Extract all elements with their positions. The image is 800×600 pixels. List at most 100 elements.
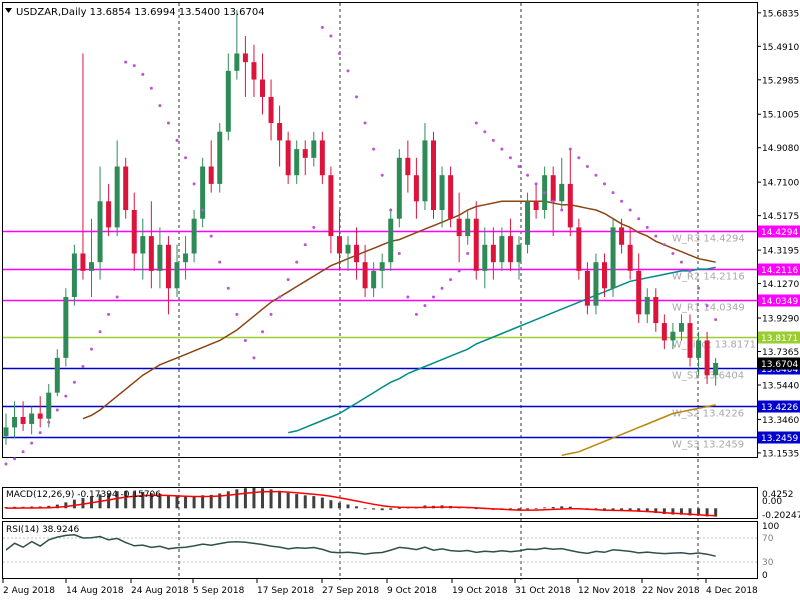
candle-body: [89, 262, 94, 271]
candle-body: [225, 70, 231, 132]
macd-bar: [72, 499, 76, 509]
level-tag-box: [758, 263, 800, 276]
level-label-w-r2: W_R2 14.2116: [672, 272, 745, 283]
level-tag-text: 13.8171: [761, 334, 798, 344]
candle-body: [678, 323, 684, 332]
psar-dot: [355, 95, 359, 99]
psar-dot: [166, 121, 170, 125]
macd-bar: [158, 493, 162, 509]
candle-body: [567, 183, 573, 228]
psar-dot: [397, 251, 401, 255]
psar-dot: [115, 295, 119, 299]
macd-bar: [380, 508, 384, 511]
macd-bar: [355, 506, 359, 509]
candle-body: [80, 253, 86, 271]
level-tag-box: [758, 431, 800, 444]
psar-dot: [320, 25, 324, 29]
macd-bar: [534, 508, 538, 510]
psar-dot: [679, 260, 683, 264]
macd-bar: [474, 508, 478, 510]
psar-dot: [389, 208, 393, 212]
psar-dot: [466, 251, 470, 255]
candle-body: [644, 296, 650, 315]
candle-body: [499, 236, 505, 263]
psar-dot: [363, 121, 367, 125]
price-panel: [2, 2, 758, 458]
chart-title: USDZAR,Daily 13.6854 13.6994 13.5400 13.…: [16, 7, 265, 18]
level-label-w-pivot: W_Pivot 13.8171: [672, 340, 756, 351]
psar-dot: [697, 286, 701, 290]
psar-dot: [226, 286, 230, 290]
psar-dot: [414, 312, 418, 316]
candle-body: [183, 253, 189, 263]
psar-dot: [406, 295, 410, 299]
psar-dot: [346, 69, 350, 73]
macd-bar: [184, 496, 188, 509]
macd-bar: [261, 488, 264, 509]
candle-body: [379, 262, 385, 271]
psar-dot: [81, 365, 85, 369]
psar-dot: [90, 347, 93, 351]
psar-dot: [38, 431, 42, 435]
psar-dot: [243, 338, 247, 342]
psar-dot: [432, 295, 435, 299]
level-tag-text: 13.6404: [761, 365, 798, 375]
psar-dot: [543, 191, 547, 195]
candle-body: [525, 201, 531, 245]
psar-dot: [654, 234, 658, 238]
candle-body: [456, 218, 462, 237]
psar-dot: [671, 251, 675, 255]
candle-body: [12, 416, 18, 428]
psar-dot: [209, 234, 213, 238]
date-label: 31 Oct 2018: [515, 586, 571, 596]
macd-bar: [346, 504, 350, 509]
macd-bar: [303, 495, 307, 509]
candle-body: [413, 175, 419, 202]
candle-body: [311, 140, 317, 158]
candle-body: [319, 140, 325, 176]
symbol-arrow-icon: [5, 8, 12, 13]
macd-bar: [714, 508, 718, 517]
macd-signal-line: [6, 490, 716, 517]
macd-bar: [679, 508, 683, 515]
candle-body: [431, 140, 436, 210]
macd-bar: [192, 496, 196, 509]
psar-dot: [662, 243, 666, 247]
macd-bar: [645, 508, 649, 513]
candle-body: [439, 175, 445, 210]
macd-bar: [81, 498, 85, 509]
psar-dot: [261, 330, 264, 334]
psar-dot: [218, 260, 222, 264]
macd-bar: [132, 491, 136, 509]
price-tick-label: 13.3460: [762, 416, 799, 426]
candle-body: [20, 416, 26, 424]
rsi-tick-100: 100: [762, 522, 779, 532]
date-label: 22 Nov 2018: [642, 586, 700, 596]
candle-body: [191, 218, 197, 254]
macd-bar: [64, 502, 68, 509]
level-tag-box: [758, 225, 800, 238]
candle-body: [345, 244, 351, 254]
psar-dot: [380, 173, 384, 177]
candle-body: [54, 357, 60, 393]
candle-body: [448, 175, 454, 219]
psar-dot: [269, 312, 273, 316]
candle-body: [584, 270, 590, 306]
psar-dot: [98, 330, 102, 334]
level-tag-box: [758, 331, 800, 344]
macd-bar: [688, 508, 692, 516]
psar-dot: [55, 408, 59, 412]
macd-bar: [568, 506, 572, 509]
psar-dot: [64, 394, 68, 398]
macd-bar: [611, 508, 615, 511]
macd-bar: [372, 508, 376, 510]
psar-dot: [551, 199, 555, 203]
date-label: 4 Dec 2018: [706, 586, 758, 596]
psar-dot: [158, 104, 162, 108]
psar-dot: [149, 86, 153, 90]
psar-dot: [500, 147, 504, 151]
level-label-w-r3: W_R3 14.4294: [672, 234, 745, 245]
candle-body: [593, 262, 599, 306]
macd-bar: [149, 493, 153, 509]
